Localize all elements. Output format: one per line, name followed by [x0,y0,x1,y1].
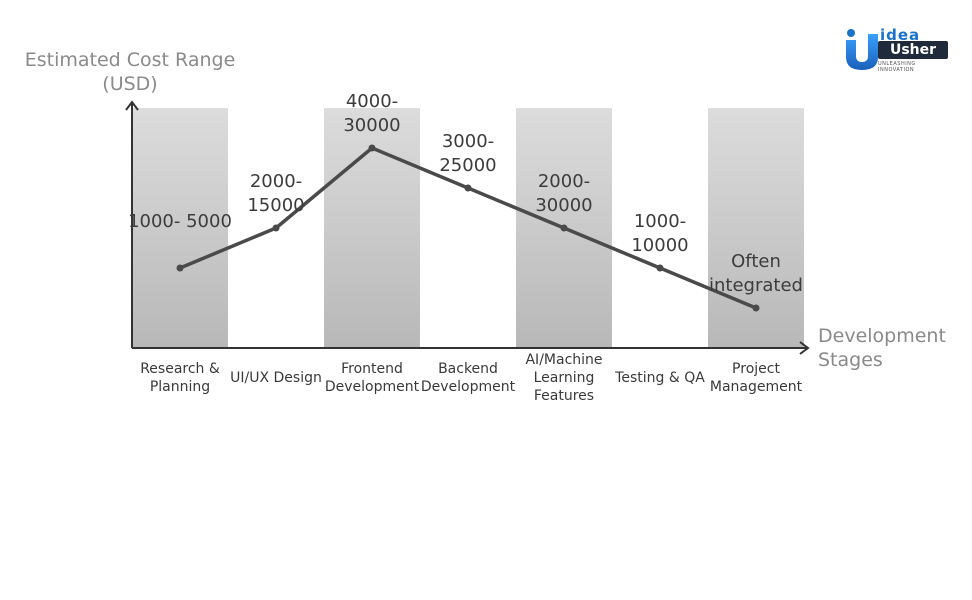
data-label: 1000- 10000 [631,211,689,256]
x-axis-arrow [799,341,810,355]
x-axis-title: Development Stages [818,325,946,371]
data-point [368,144,376,152]
data-point [752,304,760,312]
data-label: 1000- 5000 [128,211,232,232]
x-tick-label: Project Management [709,361,803,395]
logo-tagline: UNLEASHING INNOVATION [878,61,916,73]
x-tick-label: Frontend Development [324,361,420,395]
data-point [464,184,472,192]
logo-word-bottom: Usher [878,41,948,59]
y-axis-arrow [125,100,139,111]
data-label: Often integrated [709,251,803,296]
data-point [176,264,184,272]
x-tick-label: AI/Machine Learning Features [525,352,603,404]
x-tick-label: Testing & QA [615,370,705,386]
category-band [708,108,804,348]
data-point [560,224,568,232]
data-label: 2000- 15000 [247,171,305,216]
data-label: 2000- 30000 [535,171,593,216]
logo-mark-icon [846,29,878,70]
brand-logo: idea Usher UNLEASHING INNOVATION [842,26,952,73]
data-label: 4000- 30000 [343,91,401,136]
x-tick-label: Research & Planning [140,361,220,395]
category-band [132,108,228,348]
x-tick-label: UI/UX Design [230,370,322,386]
category-band [324,108,420,348]
y-axis-title: Estimated Cost Range (USD) [24,49,236,95]
data-point [272,224,280,232]
x-tick-label: Backend Development [420,361,516,395]
data-label: 3000- 25000 [439,131,497,176]
logo-word-top: idea [880,26,921,44]
data-point [656,264,664,272]
